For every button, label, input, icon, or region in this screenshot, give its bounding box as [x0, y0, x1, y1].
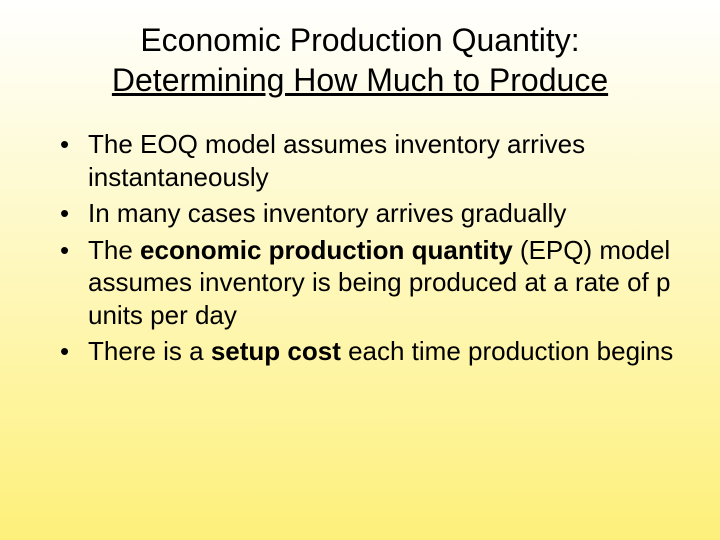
bullet-text-bold: economic production quantity: [140, 235, 513, 265]
bullet-text-pre: There is a: [88, 336, 211, 366]
bullet-text-post: each time production begins: [341, 336, 673, 366]
list-item: The economic production quantity (EPQ) m…: [60, 234, 680, 332]
bullet-text-pre: In many cases inventory arrives graduall…: [88, 198, 566, 228]
bullet-text-pre: The EOQ model assumes inventory arrives …: [88, 129, 585, 192]
bullet-list: The EOQ model assumes inventory arrives …: [40, 128, 680, 368]
list-item: In many cases inventory arrives graduall…: [60, 197, 680, 230]
list-item: The EOQ model assumes inventory arrives …: [60, 128, 680, 193]
slide: Economic Production Quantity: Determinin…: [0, 0, 720, 540]
slide-title: Economic Production Quantity: Determinin…: [40, 20, 680, 100]
title-line-1: Economic Production Quantity:: [140, 22, 579, 58]
bullet-text-pre: The: [88, 235, 140, 265]
list-item: There is a setup cost each time producti…: [60, 335, 680, 368]
title-line-2: Determining How Much to Produce: [112, 62, 608, 98]
bullet-text-bold: setup cost: [211, 336, 341, 366]
